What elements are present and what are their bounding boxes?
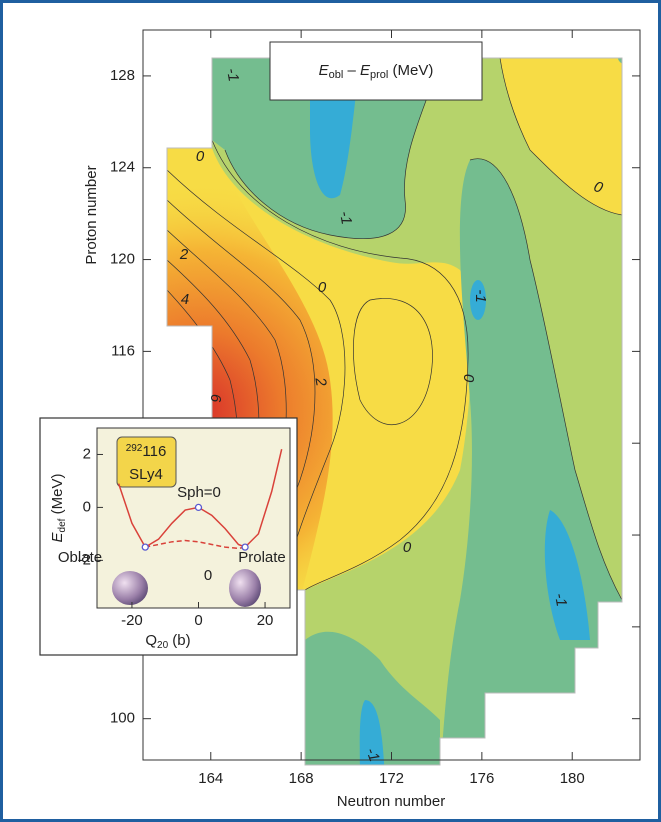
x-tick-label: 164 — [198, 770, 223, 787]
annotation: Prolate — [238, 549, 286, 566]
annotation: Sph=0 — [177, 484, 221, 501]
minimum-point — [195, 504, 201, 510]
x-tick-label: 172 — [379, 770, 404, 787]
annotation: Oblate — [58, 549, 102, 566]
y-tick-label: 2 — [83, 445, 91, 462]
contour-label: 6 — [207, 394, 224, 403]
nucleus-element: 116 — [142, 443, 166, 460]
y-tick-label: 124 — [110, 159, 135, 176]
contour-label: 4 — [181, 291, 189, 308]
label-part: 20 — [157, 640, 169, 651]
x-tick-label: 0 — [194, 612, 202, 629]
contour-label: 0 — [318, 279, 327, 296]
oblate-shape — [112, 571, 148, 605]
nucleus-mass: 292 — [126, 443, 143, 454]
contour-label: 0 — [403, 539, 412, 556]
label-part: Q — [145, 632, 157, 649]
label-part: (b) — [168, 632, 191, 649]
x-tick-label: 180 — [560, 770, 585, 787]
contour-label: 0 — [460, 374, 477, 383]
contour-label: -1 — [472, 289, 489, 302]
y-tick-label: 0 — [83, 498, 91, 515]
x-tick-label: -20 — [121, 612, 143, 629]
title-part: – — [343, 62, 360, 79]
title-part: prol — [370, 69, 388, 81]
y-axis-label: Proton number — [83, 165, 100, 264]
y-tick-label: 128 — [110, 67, 135, 84]
inset-x-label: Q20 (b) — [145, 632, 190, 651]
label-part: (MeV) — [49, 474, 66, 519]
annotation: 0 — [204, 567, 212, 584]
y-tick-label: 100 — [110, 710, 135, 727]
model-label: SLy4 — [129, 466, 163, 483]
label-part: def — [57, 518, 68, 532]
y-tick-label: 120 — [110, 251, 135, 268]
x-tick-label: 20 — [257, 612, 274, 629]
prolate-shape — [229, 569, 261, 607]
x-tick-label: 176 — [469, 770, 494, 787]
minimum-point — [142, 544, 148, 550]
x-axis-label: Neutron number — [337, 793, 445, 810]
title-part: (MeV) — [388, 62, 433, 79]
contour-label: 2 — [179, 246, 189, 263]
figure: Eobl – Eprol (MeV) Neutron number Proton… — [0, 0, 661, 822]
contour-label: 0 — [196, 148, 205, 165]
title-part: obl — [329, 69, 344, 81]
x-tick-label: 168 — [289, 770, 314, 787]
y-tick-label: 116 — [111, 342, 135, 359]
